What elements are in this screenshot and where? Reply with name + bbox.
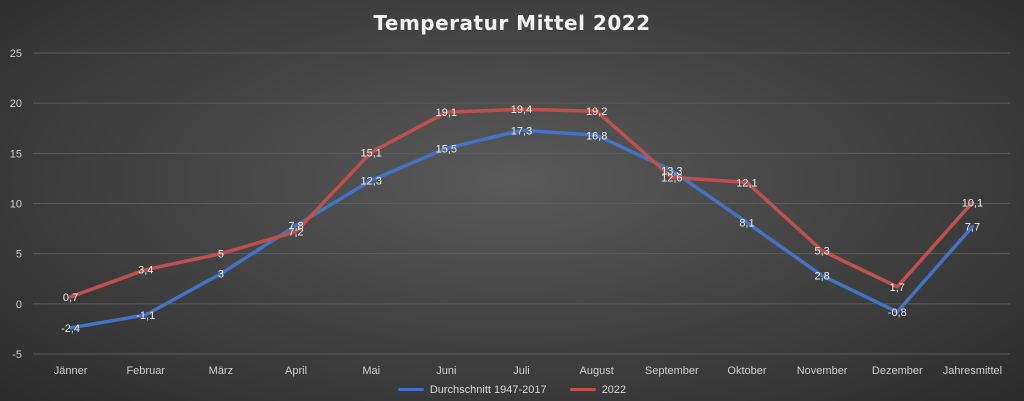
data-label-series-2: 3,4: [138, 265, 153, 277]
data-label-series-1: 2,8: [814, 271, 829, 283]
data-label-series-1: -1,1: [136, 310, 155, 322]
y-tick-label: 0: [16, 299, 22, 311]
series-line-2: [68, 107, 975, 299]
data-label-series-1: 12,3: [360, 175, 381, 187]
data-label-series-2: 5: [218, 249, 224, 261]
data-label-series-2: 19,1: [436, 107, 457, 119]
data-label-series-1: 7,8: [288, 221, 303, 233]
y-tick-label: 25: [10, 48, 22, 60]
legend-item-series-1: Durchschnitt 1947-2017: [397, 383, 547, 396]
x-tick-label: August: [580, 365, 614, 377]
data-label-series-2: 15,1: [360, 147, 381, 159]
x-tick-label: April: [285, 365, 307, 377]
x-tick-label: Jänner: [54, 365, 88, 377]
data-label-series-1: 8,1: [739, 218, 754, 230]
data-label-series-2: 5,3: [814, 246, 829, 258]
data-label-series-1: 16,8: [586, 130, 607, 142]
data-label-series-2: 19,4: [511, 104, 532, 116]
x-tick-label: Dezember: [872, 365, 923, 377]
x-tick-label: Juni: [436, 365, 456, 377]
legend-label-series-2: 2022: [601, 383, 627, 396]
data-label-series-1: 7,7: [965, 222, 980, 234]
x-tick-label: November: [797, 365, 848, 377]
legend-label-series-1: Durchschnitt 1947-2017: [429, 383, 547, 396]
chart-title: Temperatur Mittel 2022: [373, 11, 651, 35]
data-label-series-1: 15,5: [436, 143, 457, 155]
legend-swatch-series-2: [569, 388, 596, 391]
data-label-series-1: -2,4: [61, 323, 80, 335]
data-label-series-1: 13,3: [661, 165, 682, 177]
data-label-series-2: 1,7: [890, 282, 905, 294]
data-label-series-2: 12,6: [661, 172, 682, 184]
x-tick-label: Mai: [362, 365, 380, 377]
data-label-series-2: 0,7: [63, 292, 78, 304]
legend-item-series-2: 2022: [569, 383, 627, 396]
x-tick-label: Oktober: [727, 365, 766, 377]
data-label-series-1: 17,3: [511, 125, 532, 137]
data-label-series-2: 10,1: [962, 197, 983, 209]
legend: Durchschnitt 1947-2017 2022: [0, 382, 1024, 396]
x-tick-label: Februar: [126, 365, 165, 377]
data-label-series-1: -0,8: [888, 307, 907, 319]
data-label-series-2: 7,2: [288, 227, 303, 239]
y-tick-label: 15: [10, 148, 22, 160]
x-tick-label: Juli: [513, 365, 530, 377]
y-tick-label: 5: [16, 249, 22, 261]
x-tick-label: März: [209, 365, 233, 377]
x-tick-label: Jahresmittel: [943, 365, 1002, 377]
x-tick-label: September: [645, 365, 699, 377]
data-label-series-2: 12,1: [736, 177, 757, 189]
data-label-series-2: 19,2: [586, 106, 607, 118]
y-tick-label: -5: [12, 349, 22, 361]
series-line-1: [68, 128, 975, 330]
y-tick-label: 10: [10, 199, 22, 211]
data-label-series-1: 3: [218, 269, 224, 281]
y-tick-label: 20: [10, 98, 22, 110]
legend-swatch-series-1: [397, 388, 424, 391]
